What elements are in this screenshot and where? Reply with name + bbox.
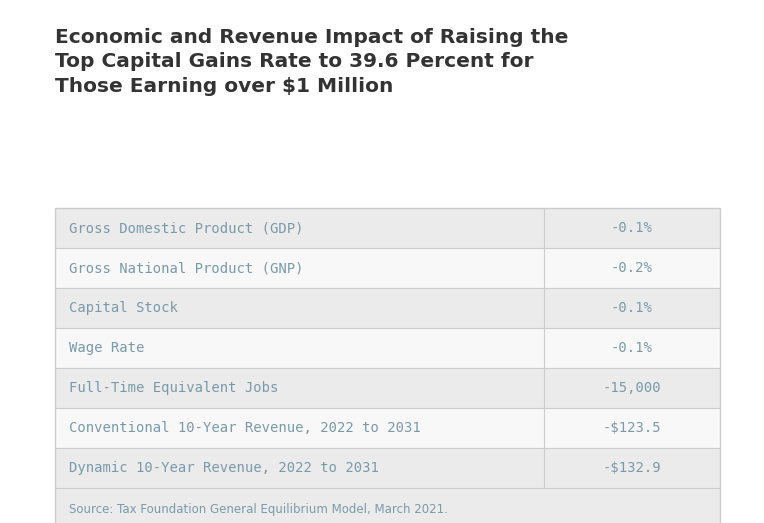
Text: -0.1%: -0.1% <box>611 301 652 315</box>
Bar <box>55 288 720 328</box>
Bar <box>55 448 720 488</box>
Bar <box>55 488 720 523</box>
Text: -$132.9: -$132.9 <box>603 461 661 475</box>
Text: Conventional 10-Year Revenue, 2022 to 2031: Conventional 10-Year Revenue, 2022 to 20… <box>69 421 421 435</box>
Bar <box>55 328 720 368</box>
Text: -$123.5: -$123.5 <box>603 421 661 435</box>
Bar <box>55 248 720 288</box>
Text: Wage Rate: Wage Rate <box>69 341 144 355</box>
Text: Economic and Revenue Impact of Raising the
Top Capital Gains Rate to 39.6 Percen: Economic and Revenue Impact of Raising t… <box>55 28 568 96</box>
Bar <box>55 208 720 523</box>
Text: Source: Tax Foundation General Equilibrium Model, March 2021.: Source: Tax Foundation General Equilibri… <box>69 503 448 516</box>
Text: -0.1%: -0.1% <box>611 221 652 235</box>
Text: Full-Time Equivalent Jobs: Full-Time Equivalent Jobs <box>69 381 278 395</box>
Bar <box>55 368 720 408</box>
Bar <box>55 208 720 248</box>
Text: Dynamic 10-Year Revenue, 2022 to 2031: Dynamic 10-Year Revenue, 2022 to 2031 <box>69 461 379 475</box>
Bar <box>55 408 720 448</box>
Text: Gross Domestic Product (GDP): Gross Domestic Product (GDP) <box>69 221 303 235</box>
Text: -15,000: -15,000 <box>603 381 661 395</box>
Text: -0.1%: -0.1% <box>611 341 652 355</box>
Text: -0.2%: -0.2% <box>611 261 652 275</box>
Text: Capital Stock: Capital Stock <box>69 301 178 315</box>
Text: Gross National Product (GNP): Gross National Product (GNP) <box>69 261 303 275</box>
